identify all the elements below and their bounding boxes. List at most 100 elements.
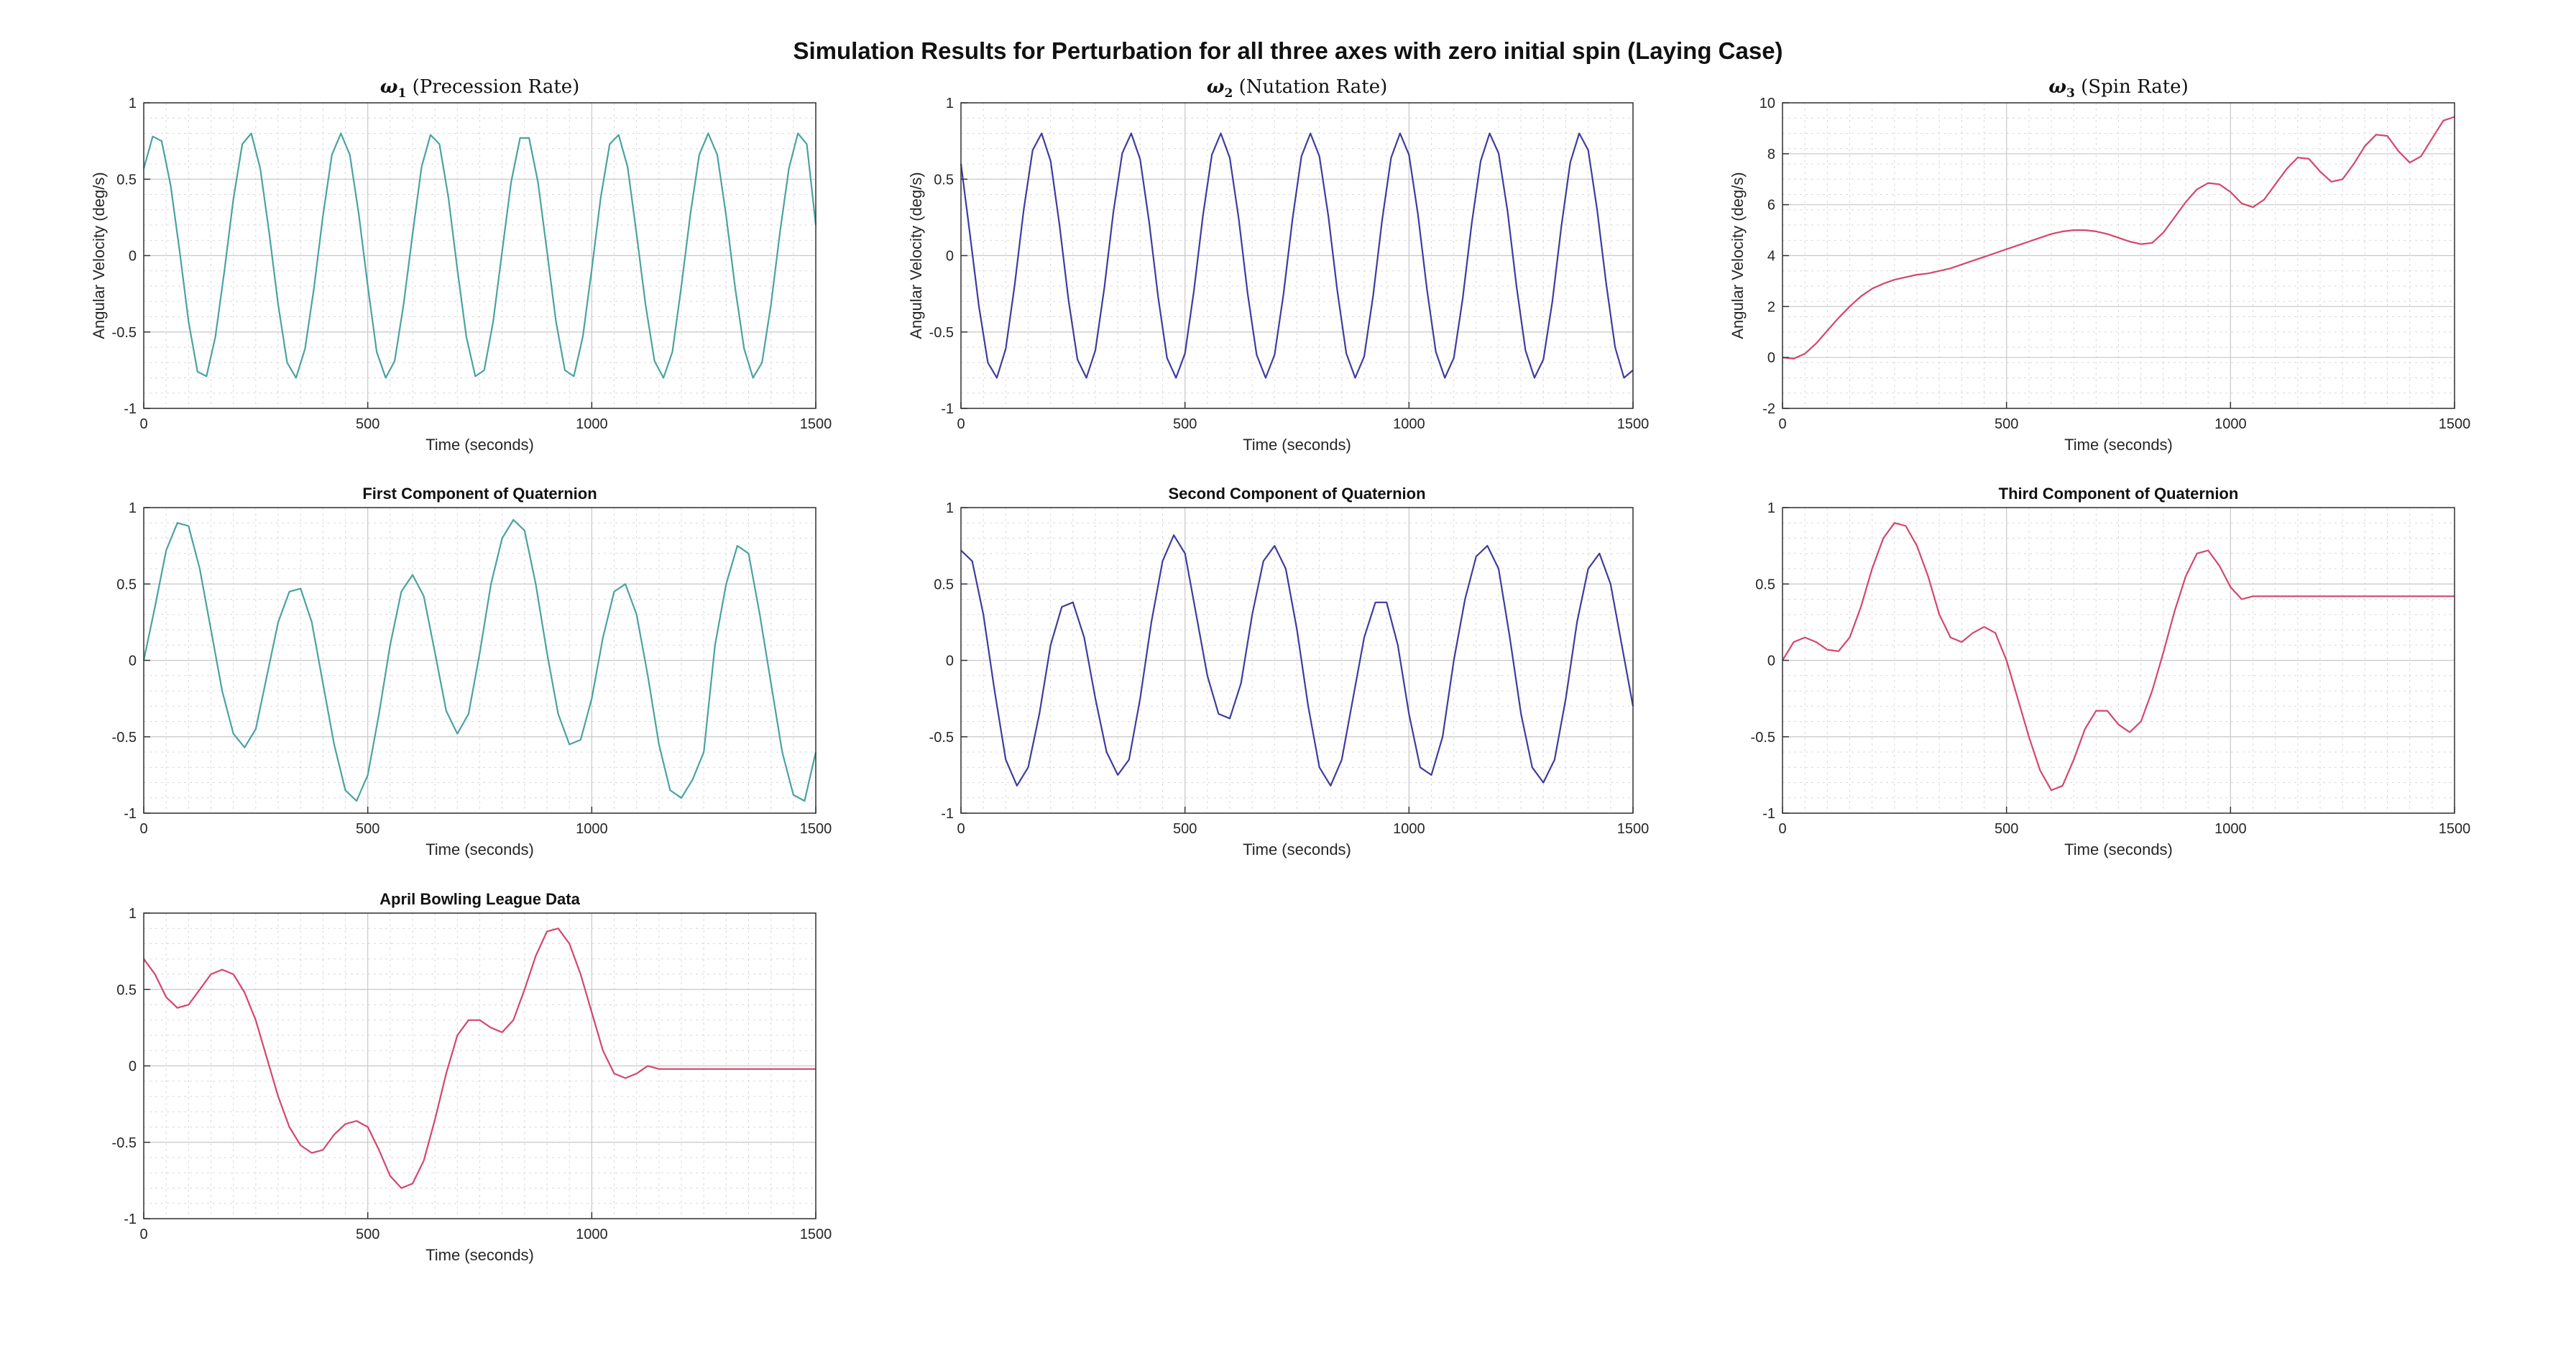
subplot-q2: 0 500 1000 1500 -1 -0.5 0 0.5 1 Time (seconds) Sec… [929, 485, 1650, 858]
y-tick-label: 2 [1767, 299, 1775, 315]
y-tick-label: 0 [129, 654, 137, 669]
x-axis-label: Time (seconds) [426, 436, 534, 454]
y-tick-label: 1 [946, 500, 954, 516]
y-tick-label: 0.5 [116, 172, 137, 188]
y-tick-label: 0 [1767, 350, 1775, 366]
x-tick-label: 500 [356, 1227, 380, 1242]
y-tick-label: 0 [1767, 654, 1775, 669]
series-line-w3 [1782, 116, 2455, 359]
grid [1782, 507, 2455, 814]
y-tick-label: -2 [1762, 401, 1775, 417]
y-tick-label: 0.5 [116, 982, 137, 998]
x-axis-label: Time (seconds) [426, 840, 534, 858]
series-line-q2 [960, 534, 1634, 787]
x-axis-label: Time (seconds) [426, 1246, 534, 1264]
x-tick-label: 500 [356, 821, 380, 837]
x-tick-label: 500 [1995, 416, 2018, 432]
x-axis-label: Time (seconds) [1243, 840, 1351, 858]
x-tick-label: 0 [139, 821, 147, 837]
y-tick-label: 0.5 [1755, 577, 1775, 592]
x-tick-label: 0 [139, 416, 147, 432]
x-tick-label: 1500 [1617, 821, 1650, 837]
y-tick-label: 1 [129, 906, 137, 922]
x-tick-label: 0 [957, 416, 965, 432]
y-tick-label: -0.5 [112, 730, 137, 746]
y-tick-label: -0.5 [112, 1135, 137, 1151]
x-tick-label: 0 [139, 1227, 147, 1242]
x-tick-label: 500 [1995, 821, 2018, 837]
y-tick-label: -0.5 [112, 325, 137, 341]
y-tick-label: 1 [129, 500, 137, 516]
y-tick-label: 0 [129, 249, 137, 265]
series-line-w1 [142, 132, 817, 379]
x-tick-label: 1000 [2214, 821, 2247, 837]
y-tick-label: 0.5 [934, 172, 954, 188]
y-tick-label: 0.5 [116, 577, 137, 592]
subplot-q1: 0 500 1000 1500 -1 -0.5 0 0.5 1 Time (seconds) Fir… [112, 485, 832, 858]
subplot-bowling: 0 500 1000 1500 -1 -0.5 0 0.5 1 Time (seconds) Apr… [112, 890, 832, 1264]
subplot-title: ω3 (Spin Rate) [2048, 76, 2188, 101]
subplot-q3: 0 500 1000 1500 -1 -0.5 0 0.5 1 Time (seconds) Thi… [1751, 485, 2471, 858]
x-tick-label: 0 [957, 821, 965, 837]
subplot-title: Second Component of Quaternion [1168, 485, 1425, 503]
x-tick-label: 1000 [576, 821, 608, 837]
subplot-w1: 0 500 1000 1500 -1 -0.5 0 0.5 1 Time (seconds) Ang… [90, 76, 832, 454]
x-axis-label: Time (seconds) [2064, 436, 2173, 454]
y-axis-label: Angular Velocity (deg/s) [1729, 172, 1747, 339]
x-tick-label: 0 [1778, 821, 1786, 837]
subplot-title: April Bowling League Data [380, 890, 580, 908]
y-tick-label: -1 [124, 806, 137, 822]
subplot-title: ω2 (Nutation Rate) [1207, 76, 1388, 101]
y-tick-label: -0.5 [929, 325, 954, 341]
y-tick-label: -0.5 [929, 730, 954, 746]
y-tick-label: 1 [129, 96, 137, 111]
series-line-q3 [1782, 522, 2455, 792]
x-tick-label: 1500 [2439, 821, 2471, 837]
y-tick-label: 8 [1767, 147, 1775, 162]
series-line-w2 [960, 132, 1634, 379]
y-axis-label: Angular Velocity (deg/s) [90, 172, 108, 339]
y-tick-label: -0.5 [1751, 730, 1775, 746]
y-tick-label: -1 [941, 401, 954, 417]
y-tick-label: 10 [1760, 96, 1775, 111]
x-tick-label: 500 [1173, 821, 1197, 837]
y-axis-label: Angular Velocity (deg/s) [907, 172, 925, 339]
y-tick-label: 1 [946, 96, 954, 111]
x-tick-label: 1000 [576, 416, 608, 432]
x-tick-label: 1500 [800, 416, 832, 432]
grid [960, 507, 1634, 814]
x-tick-label: 0 [1778, 416, 1786, 432]
y-tick-label: 6 [1767, 198, 1775, 214]
x-axis-label: Time (seconds) [2064, 840, 2173, 858]
subplot-w2: 0 500 1000 1500 -1 -0.5 0 0.5 1 Time (seconds) Ang… [907, 76, 1649, 454]
x-tick-label: 1000 [1393, 416, 1425, 432]
y-tick-label: 1 [1767, 500, 1775, 516]
x-tick-label: 1000 [1393, 821, 1425, 837]
x-tick-label: 1000 [576, 1227, 608, 1242]
x-tick-label: 1500 [2439, 416, 2471, 432]
x-tick-label: 1500 [800, 1227, 832, 1242]
y-tick-label: 0 [946, 654, 954, 669]
subplot-title: First Component of Quaternion [362, 485, 597, 503]
y-tick-label: 4 [1767, 249, 1775, 265]
subplot-title: ω1 (Precession Rate) [380, 76, 580, 101]
y-tick-label: -1 [1762, 806, 1775, 822]
subplot-title: Third Component of Quaternion [1999, 485, 2239, 503]
figure-title: Simulation Results for Perturbation for … [793, 37, 1783, 64]
y-tick-label: 0 [946, 249, 954, 265]
y-tick-label: -1 [124, 1211, 137, 1227]
y-tick-label: -1 [124, 401, 137, 417]
x-tick-label: 500 [1173, 416, 1197, 432]
x-tick-label: 1500 [1617, 416, 1650, 432]
y-tick-label: 0.5 [934, 577, 954, 592]
y-tick-label: -1 [941, 806, 954, 822]
x-tick-label: 500 [356, 416, 380, 432]
series-line-bowling [143, 927, 816, 1189]
x-axis-label: Time (seconds) [1243, 436, 1351, 454]
series-line-q1 [142, 518, 817, 802]
x-tick-label: 1000 [2214, 416, 2247, 432]
y-tick-label: 0 [129, 1059, 137, 1075]
x-tick-label: 1500 [800, 821, 832, 837]
